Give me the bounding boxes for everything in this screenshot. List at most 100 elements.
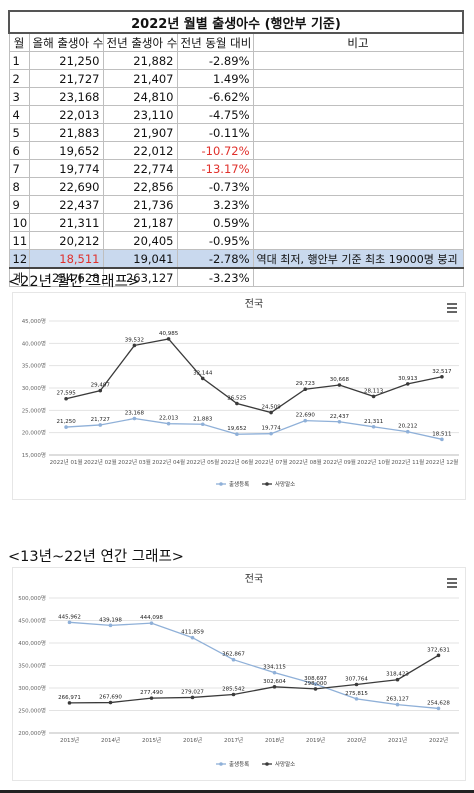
y-tick-label: 35,000명 xyxy=(22,363,46,370)
note-cell xyxy=(252,231,464,250)
data-label: 29,407 xyxy=(91,383,111,389)
series-line-1 xyxy=(69,621,439,710)
data-label: 302,604 xyxy=(263,679,286,685)
month-cell: 4 xyxy=(8,105,30,124)
y-tick-label: 40,000명 xyxy=(22,340,46,347)
x-tick-label: 2022년 12월 xyxy=(425,458,458,466)
data-point xyxy=(272,685,277,689)
month-cell: 7 xyxy=(8,159,30,178)
previous-cell: 21,187 xyxy=(102,213,178,232)
data-label: 266,971 xyxy=(58,695,81,701)
section-yearly-label: <13년~22년 연간 그래프> xyxy=(8,549,184,565)
data-point xyxy=(405,382,410,386)
data-point xyxy=(132,343,137,348)
yearly-chart: 전국 200,000명 250,000명 300,000명 350,000명 400,00… xyxy=(18,573,459,768)
data-point xyxy=(272,670,277,675)
change-cell: -3.23% xyxy=(176,267,254,287)
month-cell: 계 xyxy=(8,267,30,287)
data-label: 411,859 xyxy=(181,630,204,636)
data-point xyxy=(67,701,72,705)
table-row: 11 20,212 20,405 -0.95% xyxy=(8,231,464,250)
series-line-2 xyxy=(69,654,439,704)
legend-label[interactable]: 출생등록 xyxy=(229,760,249,768)
table-header: 올해 출생아 수 xyxy=(28,32,104,52)
data-point xyxy=(231,692,236,697)
data-label: 277,490 xyxy=(140,690,163,696)
table-row: 계 254,628 263,127 -3.23% xyxy=(8,267,464,287)
x-tick-label: 2020년 xyxy=(347,736,366,744)
data-point xyxy=(132,416,137,421)
table-header: 비고 xyxy=(252,32,464,52)
data-point xyxy=(337,419,342,424)
data-point xyxy=(190,695,195,700)
y-tick-label: 350,000명 xyxy=(18,663,46,670)
data-label: 26,525 xyxy=(227,396,247,402)
data-point xyxy=(440,437,444,442)
data-label: 21,250 xyxy=(56,419,76,425)
table-row: 2 21,727 21,407 1.49% xyxy=(8,69,464,88)
chart-title: 전국 xyxy=(245,573,263,585)
month-cell: 5 xyxy=(8,123,30,142)
change-cell: 0.59% xyxy=(176,213,254,232)
current-cell: 19,774 xyxy=(28,159,104,178)
x-tick-label: 2015년 xyxy=(142,736,161,744)
data-point xyxy=(313,682,318,686)
month-cell: 8 xyxy=(8,177,30,196)
change-cell: 3.23% xyxy=(176,195,254,214)
previous-cell: 21,736 xyxy=(102,195,178,214)
month-cell: 1 xyxy=(8,51,30,70)
data-label: 22,690 xyxy=(296,413,316,419)
month-cell: 6 xyxy=(8,141,30,160)
data-label: 279,027 xyxy=(181,689,204,695)
month-cell: 11 xyxy=(8,231,30,250)
y-tick-label: 25,000명 xyxy=(22,407,46,414)
data-point xyxy=(64,396,68,401)
section-monthly-label: <22년 월간 그래프> xyxy=(8,274,141,290)
note-cell xyxy=(252,195,464,214)
menu-icon[interactable] xyxy=(447,301,457,315)
legend-label[interactable]: 사망말소 xyxy=(275,480,295,488)
note-cell xyxy=(252,105,464,124)
data-point xyxy=(98,388,103,393)
table-row: 12 18,511 19,041 -2.78% 역대 최저, 행안부 기준 최초 190… xyxy=(8,249,464,269)
x-tick-label: 2022년 11월 xyxy=(391,458,424,466)
data-label: 22,437 xyxy=(330,414,350,420)
current-cell: 23,168 xyxy=(28,87,104,106)
data-label: 21,883 xyxy=(193,416,213,422)
data-label: 21,311 xyxy=(364,419,383,425)
y-tick-label: 450,000명 xyxy=(18,618,46,625)
table-header: 전년 출생아 수 xyxy=(102,32,178,52)
data-point xyxy=(303,387,308,392)
x-tick-label: 2022년 10월 xyxy=(357,458,390,466)
data-label: 40,985 xyxy=(159,331,179,337)
data-label: 22,013 xyxy=(159,416,179,422)
data-label: 334,115 xyxy=(263,665,286,671)
data-label: 29,723 xyxy=(296,381,316,387)
month-cell: 9 xyxy=(8,195,30,214)
x-tick-label: 2016년 xyxy=(183,736,202,744)
note-cell xyxy=(252,141,464,160)
legend-marker xyxy=(219,762,223,766)
data-label: 23,168 xyxy=(125,411,145,417)
menu-icon[interactable] xyxy=(447,576,457,590)
legend-label[interactable]: 출생등록 xyxy=(229,480,249,488)
previous-cell: 21,882 xyxy=(102,51,178,70)
previous-cell: 22,012 xyxy=(102,141,178,160)
change-cell: -6.62% xyxy=(176,87,254,106)
data-point xyxy=(371,425,376,429)
x-tick-label: 2013년 xyxy=(60,736,79,744)
y-tick-label: 30,000명 xyxy=(22,385,46,392)
data-point xyxy=(371,394,376,399)
legend-label[interactable]: 사망말소 xyxy=(275,760,295,768)
note-cell xyxy=(252,213,464,232)
month-cell: 2 xyxy=(8,69,30,88)
data-label: 27,595 xyxy=(56,391,76,397)
y-tick-label: 400,000명 xyxy=(18,640,46,647)
change-cell: -0.95% xyxy=(176,231,254,250)
change-cell: -0.11% xyxy=(176,123,254,142)
x-tick-label: 2022년 07월 xyxy=(255,458,288,466)
x-tick-label: 2017년 xyxy=(224,736,243,744)
data-label: 318,423 xyxy=(386,672,409,678)
x-tick-label: 2014년 xyxy=(101,736,120,744)
table-row: 7 19,774 22,774 -13.17% xyxy=(8,159,464,178)
